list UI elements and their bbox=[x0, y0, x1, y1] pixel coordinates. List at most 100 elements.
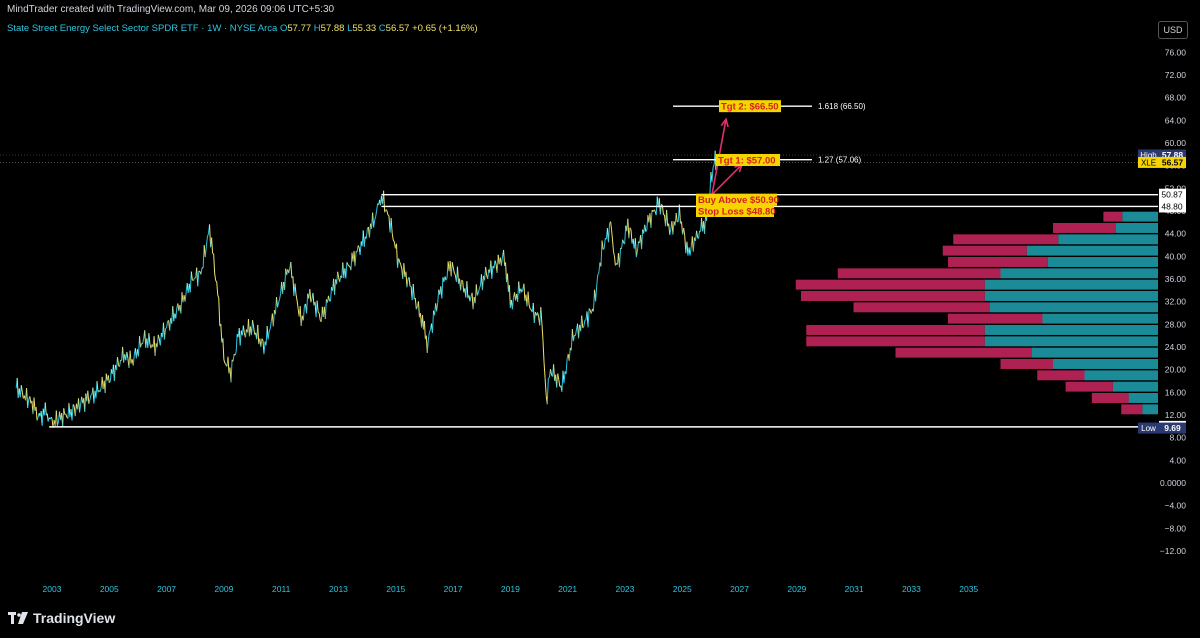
price-candle bbox=[122, 346, 125, 363]
currency-button[interactable]: USD bbox=[1158, 21, 1188, 39]
price-candle bbox=[475, 284, 478, 296]
price-candle bbox=[668, 223, 671, 235]
price-candle bbox=[354, 251, 357, 267]
volume-profile-up-bar bbox=[1047, 257, 1158, 267]
volume-profile-down-bar bbox=[942, 245, 1027, 256]
price-candle bbox=[461, 279, 464, 282]
price-candle bbox=[553, 364, 556, 381]
price-candle bbox=[397, 258, 400, 268]
price-candle bbox=[441, 277, 444, 299]
price-candle bbox=[595, 286, 598, 302]
volume-profile-up-bar bbox=[1142, 404, 1158, 415]
price-candle bbox=[215, 280, 218, 283]
price-candle bbox=[288, 268, 291, 274]
volume-profile-up-bar bbox=[1053, 359, 1158, 369]
price-candle bbox=[683, 227, 686, 236]
volume-profile-down-bar bbox=[1000, 359, 1053, 369]
volume-profile-up-bar bbox=[1026, 245, 1158, 256]
annotation-box[interactable] bbox=[716, 153, 780, 166]
price-candle bbox=[496, 254, 499, 273]
volume-profile-down-bar bbox=[948, 313, 1043, 324]
price-candle bbox=[528, 304, 531, 310]
open-label: O bbox=[279, 23, 288, 34]
x-tick-label: 2015 bbox=[386, 584, 405, 594]
price-candle bbox=[220, 323, 223, 343]
price-candle bbox=[460, 280, 463, 291]
price-candle bbox=[277, 302, 280, 308]
price-candle bbox=[681, 221, 684, 235]
price-candle bbox=[204, 246, 207, 258]
y-tick-label: 12.00 bbox=[1165, 410, 1187, 420]
annotation-text: Stop Loss $48.80 bbox=[698, 206, 776, 217]
price-candle bbox=[428, 329, 431, 333]
volume-profile-down-bar bbox=[853, 302, 990, 313]
price-candle bbox=[540, 307, 543, 324]
price-candle bbox=[548, 377, 550, 379]
price-candle bbox=[646, 215, 649, 231]
price-candle bbox=[412, 284, 415, 300]
price-candle bbox=[216, 281, 219, 295]
price-candle bbox=[263, 341, 266, 355]
annotation-box[interactable] bbox=[696, 193, 777, 206]
price-tag-value-box bbox=[1159, 156, 1186, 168]
volume-profile-up-bar bbox=[1042, 313, 1158, 324]
x-tick-label: 2019 bbox=[501, 584, 520, 594]
price-candle bbox=[452, 267, 455, 274]
close-label: C bbox=[378, 23, 386, 34]
price-candle bbox=[164, 328, 167, 340]
open-value: 57.77 bbox=[287, 23, 312, 34]
y-tick-label: 24.00 bbox=[1165, 342, 1187, 352]
price-candle bbox=[672, 221, 675, 235]
price-candle bbox=[310, 298, 313, 303]
price-candle bbox=[284, 268, 287, 290]
price-candle bbox=[462, 281, 465, 293]
volume-profile-down-bar bbox=[795, 279, 985, 290]
price-candle bbox=[165, 327, 167, 329]
volume-profile-up-bar bbox=[984, 336, 1158, 347]
price-candle bbox=[139, 336, 142, 348]
price-candle bbox=[596, 274, 599, 287]
brand-logo[interactable]: TradingView bbox=[8, 610, 115, 626]
price-candle bbox=[563, 371, 566, 384]
price-candle bbox=[627, 218, 630, 239]
price-candle bbox=[197, 271, 200, 287]
price-candle bbox=[613, 255, 616, 266]
price-candle bbox=[72, 404, 75, 407]
volume-profile-up-bar bbox=[984, 291, 1158, 301]
price-candle bbox=[189, 271, 192, 293]
price-candle bbox=[89, 394, 92, 401]
price-candle bbox=[385, 209, 388, 211]
y-tick-label: 0.0000 bbox=[1160, 478, 1186, 488]
price-candle bbox=[104, 373, 107, 393]
price-candle bbox=[476, 292, 479, 296]
y-tick-label: 72.00 bbox=[1165, 70, 1187, 80]
annotation-arrowhead bbox=[720, 117, 729, 128]
price-candle bbox=[290, 261, 293, 279]
price-candle bbox=[400, 264, 403, 269]
price-candle bbox=[711, 167, 714, 183]
price-candle bbox=[659, 204, 662, 215]
y-tick-label: 4.00 bbox=[1169, 455, 1186, 465]
price-candle bbox=[493, 260, 496, 269]
low-label: L bbox=[347, 23, 353, 34]
annotation-box[interactable] bbox=[719, 100, 781, 113]
price-candle bbox=[574, 329, 577, 336]
price-candle bbox=[347, 264, 350, 267]
price-candle bbox=[398, 258, 401, 263]
price-candle bbox=[235, 334, 238, 352]
price-candle bbox=[660, 203, 663, 207]
volume-profile-down-bar bbox=[1037, 370, 1085, 381]
price-candle bbox=[571, 329, 574, 342]
annotation-box[interactable] bbox=[696, 204, 774, 217]
price-candle bbox=[508, 285, 511, 308]
price-candle bbox=[629, 227, 632, 231]
x-tick-label: 2003 bbox=[43, 584, 62, 594]
volume-profile-down-bar bbox=[1121, 404, 1143, 415]
price-candle bbox=[527, 291, 530, 306]
x-tick-label: 2027 bbox=[730, 584, 749, 594]
price-candle bbox=[26, 388, 29, 409]
price-candle bbox=[309, 289, 312, 303]
symbol-title[interactable]: State Street Energy Select Sector SPDR E… bbox=[7, 23, 278, 34]
price-candle bbox=[661, 205, 664, 215]
